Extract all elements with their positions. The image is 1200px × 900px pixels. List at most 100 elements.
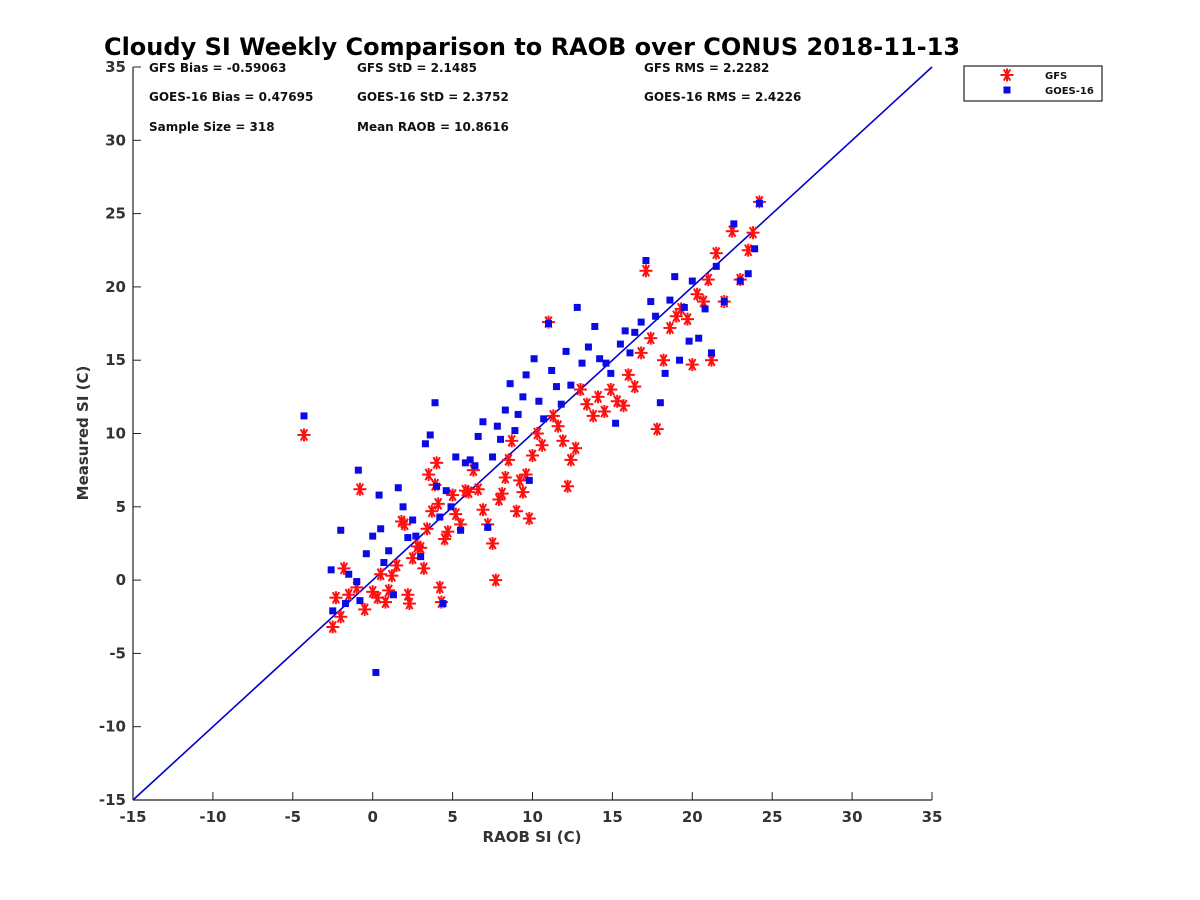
legend-gfs-marker	[1000, 68, 1014, 82]
gfs-point	[746, 226, 760, 240]
chart-title: Cloudy SI Weekly Comparison to RAOB over…	[104, 33, 960, 61]
x-tick-label: 10	[522, 808, 543, 826]
goes16-point	[452, 453, 460, 461]
x-tick-label: -5	[284, 808, 301, 826]
goes16-point	[548, 366, 556, 374]
goes16-point	[356, 597, 364, 605]
goes16-point	[525, 476, 533, 484]
goes16-point	[642, 257, 650, 265]
goes16-point	[596, 355, 604, 363]
gfs-point	[489, 573, 503, 587]
gfs-point	[709, 246, 723, 260]
legend-gfs-label: GFS	[1045, 71, 1067, 82]
y-tick-label: 0	[116, 571, 126, 589]
goes16-point	[707, 349, 715, 357]
gfs-point	[690, 287, 704, 301]
goes16-point	[666, 296, 674, 304]
goes16-point	[385, 547, 393, 555]
goes16-point	[431, 399, 439, 407]
gfs-point	[580, 397, 594, 411]
goes16-point	[337, 526, 345, 534]
gfs-point	[438, 532, 452, 546]
goes16-point	[616, 340, 624, 348]
goes16-point	[621, 327, 629, 335]
legend: GFS GOES-16	[963, 65, 1103, 102]
gfs-point	[326, 620, 340, 634]
gfs-point	[378, 595, 392, 609]
gfs-point	[650, 422, 664, 436]
gfs-point	[564, 453, 578, 467]
goes16-point	[584, 343, 592, 351]
gfs-point	[561, 479, 575, 493]
gfs-point	[342, 588, 356, 602]
goes16-point	[652, 312, 660, 320]
gfs-point	[374, 567, 388, 581]
gfs-point	[530, 427, 544, 440]
goes16-point	[369, 532, 377, 540]
goes16-point	[730, 220, 738, 228]
goes16-point	[712, 262, 720, 270]
goes16-point	[436, 513, 444, 521]
y-axis-label: Measured SI (C)	[74, 366, 92, 501]
goes16-point	[447, 503, 455, 511]
x-tick-label: 15	[602, 808, 623, 826]
goes16-point	[685, 337, 693, 345]
goes16-point	[497, 435, 505, 443]
gfs-point	[420, 522, 434, 536]
gfs-point	[406, 551, 420, 565]
gfs-point	[573, 383, 587, 397]
gfs-point	[522, 512, 536, 526]
goes16-point	[656, 399, 664, 407]
goes16-point	[557, 400, 565, 408]
gfs-point	[398, 517, 412, 531]
gfs-point	[402, 597, 416, 611]
x-tick-label: -15	[119, 808, 146, 826]
gfs-point	[586, 409, 600, 423]
goes16-point	[506, 380, 514, 388]
goes16-point	[466, 456, 474, 464]
gfs-point	[621, 368, 635, 382]
gfs-point	[634, 346, 648, 360]
y-tick-label: -5	[109, 644, 126, 662]
goes16-point	[354, 466, 362, 474]
y-tick-label: 5	[116, 498, 126, 516]
y-tick-label: 30	[105, 131, 126, 149]
gfs-point	[417, 561, 431, 575]
goes16-point	[479, 418, 487, 426]
y-tick-label: 15	[105, 351, 126, 369]
goes16-point	[530, 355, 538, 363]
gfs-point	[505, 434, 519, 448]
legend-goes16-label: GOES-16	[1045, 86, 1094, 97]
x-axis-label: RAOB SI (C)	[483, 828, 582, 846]
gfs-point	[535, 438, 549, 452]
gfs-point	[701, 273, 715, 287]
goes16-point	[474, 432, 482, 440]
goes16-point	[626, 349, 634, 357]
goes16-point	[380, 559, 388, 567]
legend-goes16-marker	[1003, 86, 1011, 94]
gfs-point	[476, 503, 490, 517]
gfs-point	[358, 602, 372, 616]
gfs-point	[657, 353, 671, 367]
gfs-point	[414, 541, 428, 555]
gfs-point	[617, 399, 631, 413]
goes16-point	[578, 359, 586, 367]
goes16-point	[522, 371, 530, 379]
goes16-point	[442, 487, 450, 495]
goes16-point	[680, 303, 688, 311]
gfs-point	[591, 390, 605, 404]
y-tick-label: -10	[99, 718, 126, 736]
gfs-point	[449, 507, 463, 521]
x-tick-label: -10	[199, 808, 226, 826]
goes16-point	[327, 566, 335, 574]
goes16-point	[701, 305, 709, 313]
goes16-point	[353, 578, 361, 586]
x-tick-label: 30	[842, 808, 863, 826]
goes16-point	[493, 422, 501, 430]
goes16-point	[412, 532, 420, 540]
stats-annotations: GFS Bias = -0.59063 GFS StD = 2.1485 GFS R…	[149, 61, 801, 134]
goes16-point	[676, 356, 684, 364]
goes16-point	[377, 525, 385, 533]
gfs-point	[431, 497, 445, 511]
goes16-point	[421, 440, 429, 448]
